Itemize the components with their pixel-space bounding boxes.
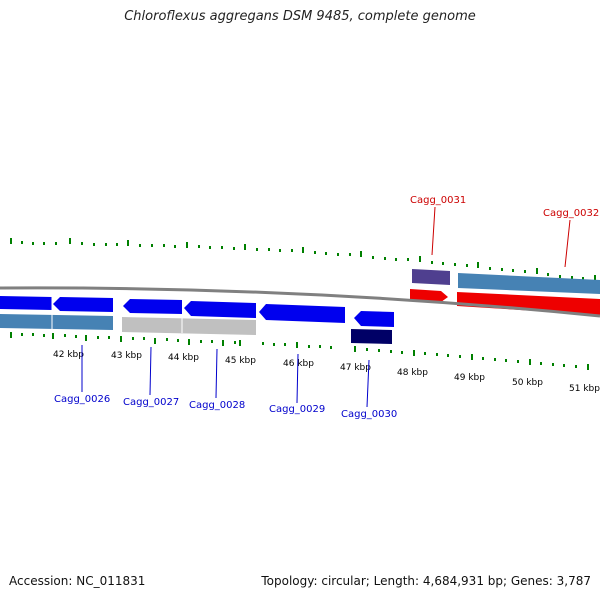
accession-text: Accession: NC_011831 <box>9 574 146 588</box>
tick-label: 50 kbp <box>512 378 543 388</box>
backbone-line <box>0 286 600 318</box>
gene-arrow-cagg-0028[interactable] <box>184 301 256 318</box>
tick-label: 49 kbp <box>454 373 485 383</box>
gene-arrow-cagg-0026-a[interactable] <box>0 296 52 310</box>
gene-label-cagg-0028[interactable]: Cagg_0028 <box>189 400 245 411</box>
gene-label-cagg-0030[interactable]: Cagg_0030 <box>341 409 397 420</box>
tick-label: 47 kbp <box>340 363 371 373</box>
topology-text: Topology: circular; Length: 4,684,931 bp… <box>261 574 591 588</box>
gene-arrow-cagg-0029[interactable] <box>259 304 345 323</box>
gene-block-cagg-0027-bottom[interactable] <box>122 317 256 335</box>
leader-line-cagg-0030 <box>366 359 370 408</box>
gene-label-cagg-0029[interactable]: Cagg_0029 <box>269 404 325 415</box>
leader-line-cagg-0027 <box>149 346 152 396</box>
map-title: Chloroflexus aggregans DSM 9485, complet… <box>124 9 476 24</box>
lower-dotted-scale <box>10 332 589 370</box>
gene-block-cagg-0026-bottom[interactable] <box>0 314 113 330</box>
leader-line-cagg-0029 <box>296 353 299 404</box>
tick-label: 45 kbp <box>225 356 256 366</box>
gene-label-cagg-0031[interactable]: Cagg_0031 <box>410 195 466 206</box>
gene-arrow-cagg-0031[interactable] <box>410 289 448 302</box>
tick-label: 46 kbp <box>283 359 314 369</box>
gene-label-cagg-0032[interactable]: Cagg_0032 <box>543 208 599 219</box>
gene-block-cagg-0032-top[interactable] <box>458 273 600 294</box>
tick-label: 48 kbp <box>397 368 428 378</box>
leader-line-cagg-0028 <box>215 348 218 399</box>
gene-arrow-cagg-0027[interactable] <box>123 299 182 314</box>
gene-arrow-cagg-0030[interactable] <box>354 311 394 327</box>
gene-arrow-cagg-0026[interactable] <box>53 297 113 312</box>
gene-label-cagg-0027[interactable]: Cagg_0027 <box>123 397 179 408</box>
gene-arrow-cagg-0032[interactable] <box>457 292 600 315</box>
gene-block-cagg-0031-top[interactable] <box>412 269 450 285</box>
gene-block-cagg-0030-bottom[interactable] <box>351 329 392 344</box>
tick-label: 51 kbp <box>569 384 600 394</box>
tick-label: 43 kbp <box>111 351 142 361</box>
gene-label-cagg-0026[interactable]: Cagg_0026 <box>54 394 110 405</box>
leader-line-cagg-0031 <box>431 206 436 256</box>
tick-label: 44 kbp <box>168 353 199 363</box>
tick-label: 42 kbp <box>53 350 84 360</box>
upper-dotted-scale <box>10 238 596 281</box>
leader-line-cagg-0032 <box>564 219 571 268</box>
